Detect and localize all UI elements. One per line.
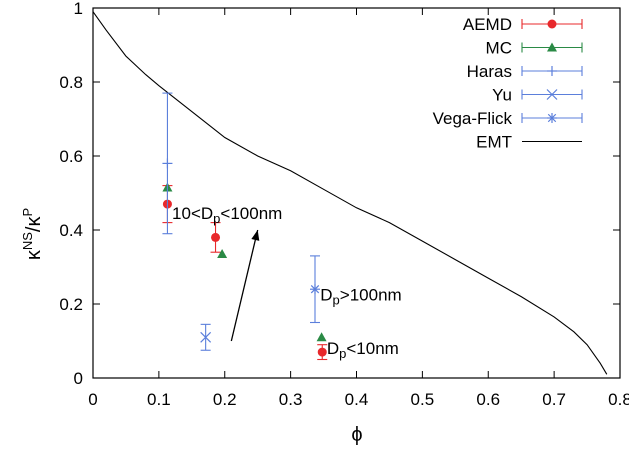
y-tick-label: 0 bbox=[74, 369, 83, 388]
y-axis-label-sup1: NS bbox=[20, 232, 35, 250]
triangle-marker bbox=[316, 332, 327, 342]
annotation-after: <10nm bbox=[346, 339, 398, 358]
y-tick-label: 0.2 bbox=[59, 295, 83, 314]
plus-marker bbox=[547, 66, 557, 76]
aemd-point bbox=[317, 344, 328, 361]
y-tick-label: 0.4 bbox=[59, 221, 83, 240]
legend-entry-haras: Haras bbox=[467, 62, 583, 81]
star-marker bbox=[547, 113, 557, 123]
x-tick-label: 0.7 bbox=[542, 390, 566, 409]
circle-shape bbox=[211, 232, 221, 242]
annotation-label: 10<Dp<100nm bbox=[172, 204, 282, 226]
triangle-shape bbox=[316, 332, 327, 342]
circle-shape bbox=[547, 19, 557, 29]
star-b bbox=[310, 285, 320, 294]
x-tick-label: 0.1 bbox=[147, 390, 171, 409]
vega-flick-point bbox=[309, 255, 320, 324]
legend-label-aemd: AEMD bbox=[463, 15, 512, 34]
points-layer bbox=[162, 92, 328, 361]
legend-entry-mc: MC bbox=[486, 39, 583, 58]
cross-marker bbox=[200, 331, 212, 343]
emt-curve-layer bbox=[92, 11, 608, 375]
legend-label-mc: MC bbox=[486, 39, 512, 58]
x-tick-label: 0.4 bbox=[345, 390, 369, 409]
x-tick-label: 0.6 bbox=[476, 390, 500, 409]
legend-label-yu: Yu bbox=[492, 86, 512, 105]
plot-border bbox=[92, 7, 621, 379]
annotation-after: <100nm bbox=[220, 204, 282, 223]
x-tick-label: 0.2 bbox=[213, 390, 237, 409]
y-axis-label-sep: /κ bbox=[23, 216, 45, 233]
x-tick-label: 0 bbox=[88, 390, 97, 409]
x-tick-label: 0.8 bbox=[608, 390, 629, 409]
yu-point bbox=[200, 323, 212, 351]
annotation-text: 10<D bbox=[172, 204, 213, 223]
arrow-shaft bbox=[230, 229, 259, 342]
annotation-sub: p bbox=[339, 346, 346, 361]
circle-marker bbox=[317, 347, 327, 357]
ticks bbox=[92, 7, 621, 379]
legend-label-vega-flick: Vega-Flick bbox=[433, 109, 513, 128]
cross-b bbox=[546, 89, 558, 100]
mc-point bbox=[217, 249, 228, 259]
legend: AEMD MC Haras Yu Vega-Flick EMT bbox=[433, 15, 583, 152]
circle-marker bbox=[547, 19, 557, 29]
cross-b bbox=[200, 331, 212, 343]
annotation-text: D bbox=[320, 285, 332, 304]
annotation-sub: p bbox=[213, 211, 220, 226]
circle-shape bbox=[317, 347, 327, 357]
y-axis-label: κNS/κP bbox=[20, 208, 45, 260]
triangle-shape bbox=[217, 249, 228, 259]
y-tick-label: 1 bbox=[74, 0, 83, 18]
annotation-label: Dp>100nm bbox=[320, 285, 401, 307]
legend-label-emt: EMT bbox=[476, 133, 512, 152]
star-marker bbox=[309, 284, 320, 295]
x-tick-label: 0.3 bbox=[279, 390, 303, 409]
annotation-after: >100nm bbox=[340, 285, 402, 304]
arrow-head bbox=[251, 230, 260, 241]
y-axis-label-sup2: P bbox=[20, 208, 35, 217]
x-axis-label: ϕ bbox=[351, 424, 362, 446]
legend-entry-vega-flick: Vega-Flick bbox=[433, 109, 583, 128]
mc-point bbox=[316, 332, 327, 342]
annotation-text: D bbox=[327, 339, 339, 358]
plot-frame bbox=[92, 7, 621, 379]
legend-label-haras: Haras bbox=[467, 62, 512, 81]
annotation-label: Dp<10nm bbox=[327, 339, 399, 361]
legend-entry-emt: EMT bbox=[476, 133, 582, 152]
plus-marker bbox=[162, 158, 173, 169]
aemd-point bbox=[210, 222, 221, 253]
triangle-marker bbox=[547, 42, 557, 52]
legend-entry-aemd: AEMD bbox=[463, 15, 583, 34]
triangle-marker bbox=[217, 249, 228, 259]
triangle-shape bbox=[547, 42, 557, 52]
cross-marker bbox=[546, 89, 558, 100]
tick-labels: 0 0.1 0.2 0.3 0.4 0.5 0.6 0.7 0.8 0 0.2 0.4 0.6 0.8 1 bbox=[59, 0, 629, 409]
y-axis-label-base: κ bbox=[23, 249, 45, 260]
x-tick-label: 0.5 bbox=[411, 390, 435, 409]
haras-point bbox=[162, 92, 173, 235]
circle-marker bbox=[211, 232, 221, 242]
legend-entry-yu: Yu bbox=[492, 86, 583, 105]
annotation-sub: p bbox=[333, 292, 340, 307]
star-b bbox=[547, 113, 557, 123]
emt-curve bbox=[92, 11, 608, 375]
y-tick-label: 0.6 bbox=[59, 147, 83, 166]
y-tick-label: 0.8 bbox=[59, 73, 83, 92]
